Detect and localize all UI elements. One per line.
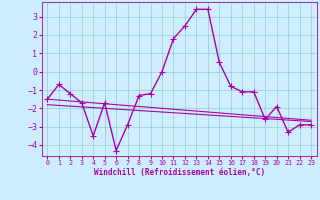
X-axis label: Windchill (Refroidissement éolien,°C): Windchill (Refroidissement éolien,°C): [94, 168, 265, 177]
